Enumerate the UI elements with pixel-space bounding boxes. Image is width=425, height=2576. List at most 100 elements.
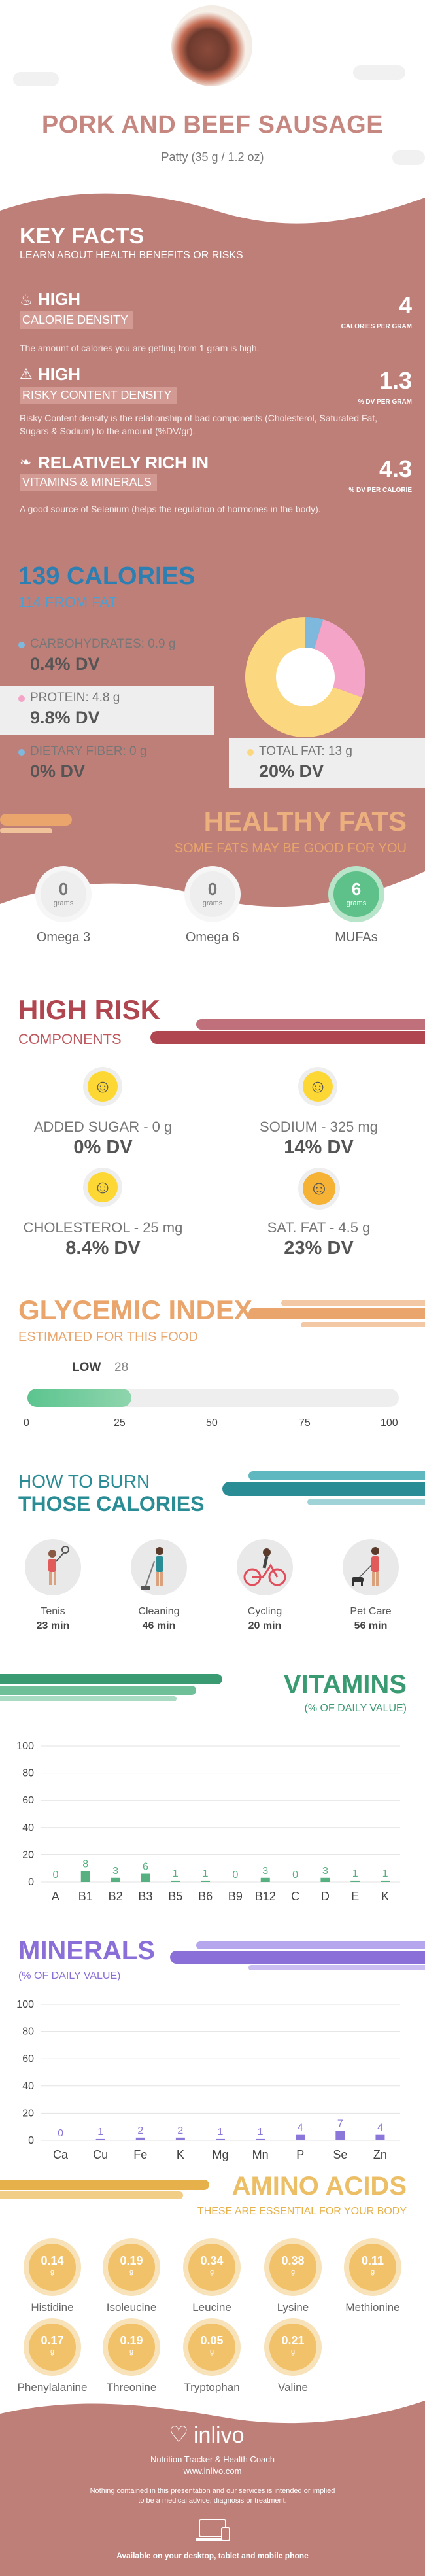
amino-value: 0.19	[120, 2254, 143, 2267]
fact-description: The amount of calories you are getting f…	[20, 343, 260, 353]
vitamin-bar-b1	[80, 1871, 90, 1882]
amino-bubble: 0.19 g	[108, 2244, 155, 2291]
amino-unit: g	[129, 2348, 134, 2356]
added-sugar-label: ADDED SUGAR - 0 g	[33, 1119, 173, 1135]
healthy-fats-section: HEALTHY FATS SOME FATS MAY BE GOOD FOR Y…	[0, 806, 425, 963]
mufa-value: 6	[351, 879, 362, 899]
fact-value: 4	[398, 292, 412, 319]
fact-level: RELATIVELY RICH IN	[38, 453, 209, 472]
mineral-bar-fe	[135, 2137, 145, 2140]
high-risk-section: HIGH RISK COMPONENTS ☺ ADDED SUGAR - 0 g…	[0, 988, 425, 1262]
vitamin-category-label: B12	[255, 1890, 276, 1903]
amino-name: Histidine	[31, 2301, 74, 2314]
mineral-bar-se	[335, 2131, 345, 2140]
amino-unit: g	[290, 2348, 296, 2356]
sat-fat-label: SAT. FAT - 4.5 g	[267, 1219, 371, 1236]
cyclist-icon	[237, 1539, 293, 1595]
vitamin-category-label: B5	[168, 1890, 182, 1903]
mineral-bar-p	[296, 2134, 305, 2140]
cholesterol-dv: 8.4% DV	[65, 1238, 141, 1259]
sat-fat-dv: 23% DV	[284, 1238, 354, 1259]
availability-note: Available on your desktop, tablet and mo…	[116, 2551, 309, 2560]
serving-size: Patty (35 g / 1.2 oz)	[161, 150, 264, 164]
decor-stripe	[196, 1941, 425, 1949]
decor-stripe	[0, 828, 52, 833]
fiber-bullet	[18, 749, 25, 756]
brand-url[interactable]: www.inlivo.com	[183, 2466, 242, 2476]
mineral-category-label: Se	[333, 2148, 347, 2161]
decor-stripe	[150, 1031, 425, 1044]
mineral-ytick-label: 40	[22, 2081, 34, 2092]
decor-stripe	[0, 2191, 183, 2199]
disclaimer-line1: Nothing contained in this presentation a…	[90, 2487, 335, 2495]
glycemic-fill	[27, 1389, 132, 1407]
amino-bubble: 0.19 g	[108, 2324, 155, 2371]
mineral-value-label: 2	[137, 2125, 143, 2136]
activity-time: 23 min	[36, 1620, 70, 1631]
high-risk-title: HIGH RISK	[18, 994, 161, 1025]
calories-title: 139 CALORIES	[18, 563, 196, 590]
omega3-value: 0	[58, 879, 69, 899]
activity-name: Cycling	[247, 1606, 282, 1617]
fact-label: RISKY CONTENT DENSITY	[20, 387, 177, 404]
vitamin-value-label: 3	[262, 1866, 268, 1877]
activity-time: 46 min	[142, 1620, 176, 1631]
vitamin-category-label: K	[381, 1890, 389, 1903]
mineral-ytick-label: 0	[28, 2135, 34, 2146]
amino-value: 0.19	[120, 2334, 143, 2347]
mineral-value-label: 1	[258, 2127, 264, 2138]
omega3-label: Omega 3	[36, 930, 91, 945]
healthy-fats-subtitle: SOME FATS MAY BE GOOD FOR YOU	[174, 841, 407, 856]
decor-cloud	[353, 65, 405, 80]
amino-bubble: 0.11 g	[349, 2244, 396, 2291]
activity-name: Tenis	[41, 1606, 65, 1617]
fact-description: Risky Content density is the relationshi…	[20, 413, 378, 436]
mineral-bar-mg	[216, 2138, 225, 2140]
mineral-category-label: Mn	[252, 2148, 269, 2161]
risky-content-fact: ⚠ HIGH RISKY CONTENT DENSITY 1.3 % DV PE…	[20, 364, 412, 449]
mufa-label: MUFAs	[335, 930, 378, 945]
vitamin-ytick-label: 0	[28, 1877, 34, 1888]
amino-name: Lysine	[277, 2301, 309, 2314]
protein-label: PROTEIN: 4.8 g	[30, 691, 120, 705]
mufa-unit: grams	[346, 899, 367, 907]
amino-value: 0.11	[361, 2254, 384, 2267]
gi-tick: 0	[24, 1418, 29, 1429]
amino-subtitle: THESE ARE ESSENTIAL FOR YOUR BODY	[197, 2206, 407, 2217]
high-risk-subtitle: COMPONENTS	[18, 1031, 122, 1047]
decor-stripe	[281, 1300, 425, 1306]
mineral-category-label: Fe	[133, 2148, 147, 2161]
amino-unit: g	[209, 2348, 214, 2356]
activity-name: Cleaning	[138, 1606, 180, 1617]
vitamin-category-label: B2	[109, 1890, 123, 1903]
decor-stripe	[0, 1696, 177, 1701]
leaf-icon: ❧	[20, 454, 32, 470]
vitamin-value-label: 6	[143, 1862, 148, 1873]
vitamin-category-label: A	[52, 1890, 60, 1903]
macros-donut-chart	[245, 617, 366, 737]
fact-value: 4.3	[379, 455, 412, 482]
mineral-category-label: P	[296, 2148, 304, 2161]
vitamin-category-label: B9	[228, 1890, 243, 1903]
amino-unit: g	[209, 2268, 214, 2276]
amino-bubble: 0.14 g	[29, 2244, 76, 2291]
decor-cloud	[13, 72, 59, 86]
amino-name: Isoleucine	[106, 2301, 157, 2314]
decor-stripe	[0, 814, 72, 826]
omega6-label: Omega 6	[185, 930, 240, 945]
food-photo	[171, 5, 252, 86]
fact-label: CALORIE DENSITY	[20, 311, 134, 329]
minerals-title: MINERALS	[18, 1936, 155, 1965]
fact-value: 1.3	[379, 367, 412, 394]
fact-unit: % DV PER CALORIE	[348, 487, 412, 494]
vitamins-title: VITAMINS	[283, 1670, 407, 1699]
mineral-value-label: 2	[177, 2125, 183, 2136]
glycemic-title: GLYCEMIC INDEX	[18, 1295, 252, 1325]
mineral-value-label: 4	[377, 2123, 383, 2134]
fat-bullet	[247, 749, 254, 756]
cholesterol-label: CHOLESTEROL - 25 mg	[23, 1219, 183, 1236]
vitamin-bar-b5	[171, 1880, 180, 1882]
tennis-player-icon	[25, 1539, 81, 1595]
mineral-category-label: Ca	[53, 2148, 69, 2161]
gi-tick: 75	[299, 1418, 311, 1429]
